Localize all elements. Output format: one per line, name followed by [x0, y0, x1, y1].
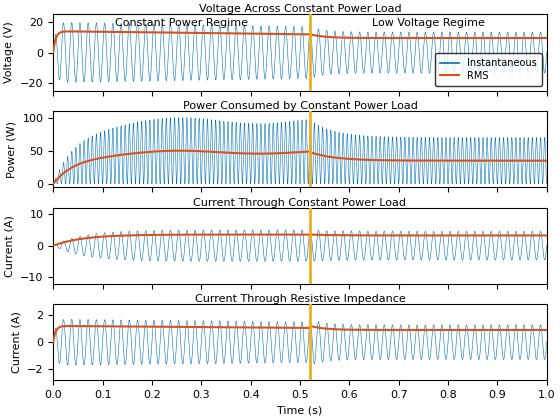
Title: Current Through Resistive Impedance: Current Through Resistive Impedance [195, 294, 405, 304]
Text: Low Voltage Regime: Low Voltage Regime [372, 18, 485, 28]
Text: Constant Power Regime: Constant Power Regime [115, 18, 248, 28]
Title: Power Consumed by Constant Power Load: Power Consumed by Constant Power Load [183, 101, 417, 111]
Legend: Instantaneous, RMS: Instantaneous, RMS [435, 53, 542, 86]
Y-axis label: Current (A): Current (A) [11, 311, 21, 373]
X-axis label: Time (s): Time (s) [277, 406, 323, 415]
Y-axis label: Voltage (V): Voltage (V) [4, 22, 15, 84]
Title: Voltage Across Constant Power Load: Voltage Across Constant Power Load [199, 5, 402, 14]
Y-axis label: Power (W): Power (W) [7, 121, 17, 178]
Y-axis label: Current (A): Current (A) [4, 215, 15, 277]
Title: Current Through Constant Power Load: Current Through Constant Power Load [194, 197, 407, 207]
